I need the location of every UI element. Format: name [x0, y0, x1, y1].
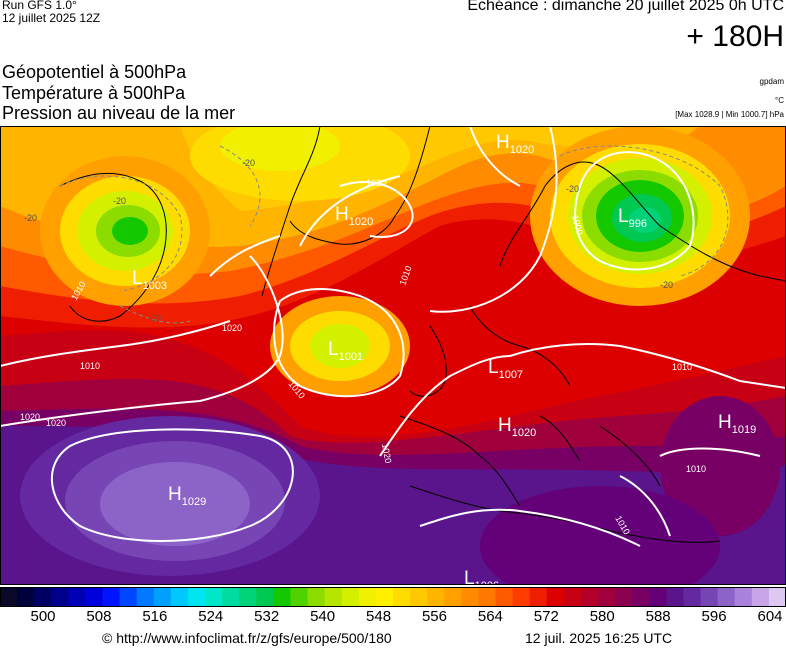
- svg-text:1010: 1010: [672, 362, 692, 372]
- scale-swatch: [68, 587, 86, 607]
- scale-swatch: [187, 587, 206, 607]
- scale-swatch: [205, 587, 223, 607]
- scale-tick-label: 604: [757, 608, 783, 625]
- scale-tick-label: 588: [645, 608, 671, 625]
- scale-swatch: [256, 587, 274, 607]
- isobars: [0, 126, 786, 547]
- scale-swatch: [393, 587, 411, 607]
- scale-swatch: [222, 587, 240, 607]
- svg-text:-20: -20: [113, 196, 126, 206]
- scale-tick-label: 596: [701, 608, 727, 625]
- scale-swatch: [751, 587, 770, 607]
- scale-swatch: [17, 587, 35, 607]
- scale-swatch: [119, 587, 138, 607]
- scale-swatch: [290, 587, 309, 607]
- svg-text:-10: -10: [148, 313, 161, 323]
- scale-swatch: [563, 587, 582, 607]
- scale-swatch: [598, 587, 616, 607]
- svg-text:-20: -20: [242, 158, 255, 168]
- run-label: Run GFS 1.0°: [2, 0, 77, 12]
- scale-swatch: [615, 587, 633, 607]
- forecast-lead-time: + 180H: [686, 20, 784, 53]
- scale-swatch: [427, 587, 445, 607]
- scale-swatch: [512, 587, 531, 607]
- scale-swatch: [444, 587, 462, 607]
- svg-text:1020: 1020: [222, 323, 242, 333]
- svg-text:1020: 1020: [366, 178, 386, 188]
- svg-text:1010: 1010: [686, 464, 706, 474]
- svg-text:1020: 1020: [20, 412, 40, 422]
- scale-swatch: [580, 587, 599, 607]
- scale-swatch: [410, 587, 428, 607]
- scale-tick-label: 548: [366, 608, 392, 625]
- scale-tick-label: 580: [589, 608, 615, 625]
- isotherm-labels: -20 -20 -20 -10 -20 -20: [24, 158, 673, 323]
- scale-swatch: [51, 587, 69, 607]
- scale-swatch: [495, 587, 514, 607]
- scale-tick-label: 508: [86, 608, 112, 625]
- scale-swatch: [478, 587, 497, 607]
- scale-swatch: [734, 587, 753, 607]
- svg-text:-20: -20: [566, 184, 579, 194]
- scale-tick-label: 524: [198, 608, 224, 625]
- color-scale-bar: [0, 587, 786, 607]
- scale-swatch: [34, 587, 52, 607]
- scale-swatch: [461, 587, 479, 607]
- scale-swatch: [153, 587, 172, 607]
- scale-swatch: [529, 587, 548, 607]
- run-date: 12 juillet 2025 12Z: [2, 11, 101, 25]
- scale-tick-label: 564: [477, 608, 503, 625]
- weather-map: H1020 H1020 L996 L1003 L1001 L1007 H1020…: [0, 126, 786, 585]
- scale-swatch: [239, 587, 257, 607]
- svg-text:-20: -20: [24, 213, 37, 223]
- svg-text:1010: 1010: [80, 361, 100, 371]
- scale-swatch: [768, 587, 786, 607]
- unit-celsius: °C: [775, 96, 784, 105]
- unit-gpdam: gpdam: [759, 77, 784, 86]
- coastlines: [59, 126, 786, 543]
- scale-swatch: [683, 587, 702, 607]
- scale-tick-label: 532: [254, 608, 280, 625]
- scale-swatch: [85, 587, 104, 607]
- scale-tick-label: 540: [310, 608, 336, 625]
- svg-text:1020: 1020: [380, 443, 393, 464]
- variable-pressure: Pression au niveau de la mer: [2, 103, 236, 123]
- pressure-max-min: [Max 1028.9 | Min 1000.7] hPa: [675, 110, 784, 119]
- scale-swatch: [649, 587, 667, 607]
- scale-swatch: [358, 587, 377, 607]
- scale-swatch: [666, 587, 684, 607]
- scale-swatch: [136, 587, 155, 607]
- scale-swatch: [717, 587, 736, 607]
- variable-geopotential: Géopotentiel à 500hPa: [2, 62, 187, 82]
- forecast-valid-time: Echéance : dimanche 20 juillet 2025 0h U…: [467, 0, 784, 14]
- isotherms: [59, 145, 729, 324]
- svg-text:1020: 1020: [46, 418, 66, 428]
- scale-swatch: [273, 587, 291, 607]
- variable-temperature: Température à 500hPa: [2, 83, 186, 103]
- scale-swatch: [324, 587, 343, 607]
- generation-timestamp: 12 juil. 2025 16:25 UTC: [525, 630, 673, 646]
- scale-swatch: [700, 587, 719, 607]
- scale-swatch: [375, 587, 394, 607]
- scale-swatch: [0, 587, 18, 607]
- scale-tick-label: 516: [142, 608, 168, 625]
- copyright-url[interactable]: © http://www.infoclimat.fr/z/gfs/europe/…: [102, 630, 392, 646]
- scale-tick-label: 500: [30, 608, 56, 625]
- scale-swatch: [341, 587, 360, 607]
- scale-swatch: [546, 587, 565, 607]
- svg-text:-20: -20: [660, 280, 673, 290]
- scale-swatch: [102, 587, 121, 607]
- scale-swatch: [632, 587, 650, 607]
- scale-swatch: [170, 587, 189, 607]
- scale-tick-label: 572: [533, 608, 559, 625]
- scale-tick-label: 556: [421, 608, 447, 625]
- scale-swatch: [307, 587, 326, 607]
